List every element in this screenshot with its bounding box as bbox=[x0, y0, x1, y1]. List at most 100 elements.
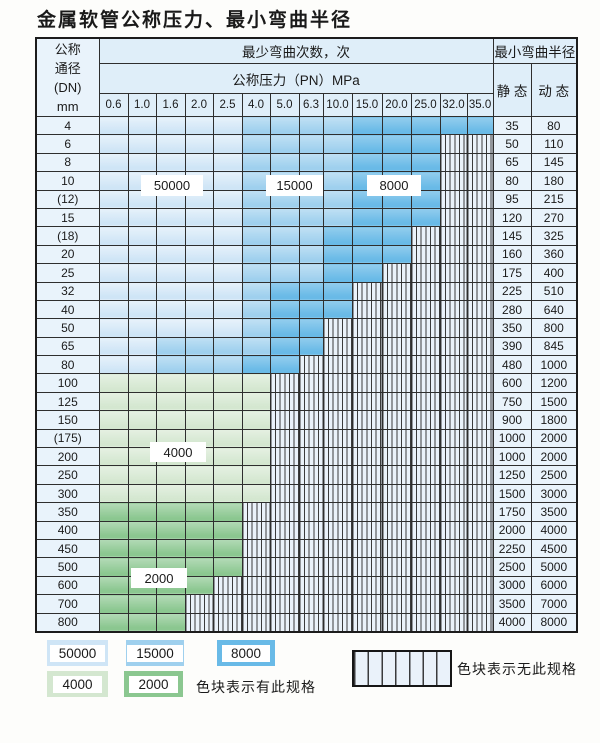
dn-cell: 32 bbox=[35, 281, 100, 301]
spec-cell-50000 bbox=[184, 226, 214, 246]
spec-cell-8000 bbox=[381, 226, 412, 246]
no-spec-cell bbox=[466, 244, 494, 265]
spec-cell-4000 bbox=[184, 373, 214, 393]
cycles-label-2000: 2000 bbox=[131, 568, 187, 588]
no-spec-cell bbox=[466, 447, 494, 467]
no-spec-cell bbox=[322, 575, 353, 596]
dynamic-radius-cell: 80 bbox=[530, 115, 578, 136]
dn-cell: 8 bbox=[35, 152, 100, 173]
spec-cell-2000 bbox=[184, 557, 214, 577]
static-radius-cell: 3500 bbox=[492, 594, 532, 614]
no-spec-cell bbox=[466, 318, 494, 338]
dn-corner-line: (DN) bbox=[54, 79, 82, 95]
radius-header: 最小弯曲半径 bbox=[492, 37, 578, 64]
spec-cell-8000 bbox=[269, 299, 300, 320]
pressure-header-cell: 35.0 bbox=[466, 93, 494, 117]
dynamic-header: 动 态 bbox=[530, 63, 578, 117]
no-spec-cell bbox=[439, 373, 468, 393]
no-spec-cell bbox=[322, 502, 353, 522]
legend-label-15000: 15000 bbox=[127, 644, 183, 662]
static-radius-cell: 160 bbox=[492, 244, 532, 265]
spec-cell-4000 bbox=[241, 483, 271, 504]
spec-cell-15000 bbox=[298, 115, 324, 136]
static-radius-cell: 225 bbox=[492, 281, 532, 301]
no-spec-cell bbox=[439, 281, 468, 301]
spec-cell-2000 bbox=[212, 502, 243, 522]
spec-cell-50000 bbox=[212, 171, 243, 191]
table-row: 125 750 1500 bbox=[35, 391, 578, 412]
spec-cell-15000 bbox=[269, 115, 300, 136]
no-spec-cell bbox=[410, 226, 441, 246]
spec-cell-50000 bbox=[98, 226, 129, 246]
dynamic-radius-cell: 3500 bbox=[530, 502, 578, 522]
no-spec-cell bbox=[439, 318, 468, 338]
static-radius-cell: 1250 bbox=[492, 465, 532, 485]
pressure-header-cell: 2.5 bbox=[212, 93, 243, 117]
spec-cell-15000 bbox=[241, 152, 271, 173]
spec-cell-2000 bbox=[127, 538, 157, 559]
no-spec-cell bbox=[381, 263, 412, 283]
spec-cell-8000 bbox=[322, 226, 353, 246]
dn-cell: 800 bbox=[35, 612, 100, 633]
dynamic-radius-cell: 180 bbox=[530, 171, 578, 191]
no-spec-cell bbox=[381, 299, 412, 320]
no-spec-cell bbox=[439, 134, 468, 154]
dn-cell: (18) bbox=[35, 226, 100, 246]
spec-cell-8000 bbox=[298, 336, 324, 357]
pressure-header-cell: 0.6 bbox=[98, 93, 129, 117]
legend-no-spec-block bbox=[352, 650, 452, 687]
no-spec-cell bbox=[381, 538, 412, 559]
spec-cell-15000 bbox=[155, 355, 186, 375]
spec-cell-15000 bbox=[241, 115, 271, 136]
spec-cell-15000 bbox=[322, 134, 353, 154]
no-spec-cell bbox=[466, 520, 494, 540]
spec-cell-8000 bbox=[269, 336, 300, 357]
pressure-values-row: 0.6 1.0 1.6 2.0 2.5 4.0 5.0 6.3 10.0 15.0 20.0 25.0… bbox=[36, 93, 577, 117]
no-spec-cell bbox=[351, 575, 383, 596]
no-spec-cell bbox=[351, 465, 383, 485]
spec-cell-50000 bbox=[127, 318, 157, 338]
static-radius-cell: 80 bbox=[492, 171, 532, 191]
spec-cell-4000 bbox=[212, 391, 243, 412]
no-spec-cell bbox=[298, 483, 324, 504]
static-radius-cell: 1500 bbox=[492, 483, 532, 504]
dn-cell: 50 bbox=[35, 318, 100, 338]
dynamic-radius-cell: 800 bbox=[530, 318, 578, 338]
static-radius-cell: 65 bbox=[492, 152, 532, 173]
dynamic-radius-cell: 6000 bbox=[530, 575, 578, 596]
spec-cell-15000 bbox=[184, 355, 214, 375]
spec-cell-8000 bbox=[241, 355, 271, 375]
dn-cell: 6 bbox=[35, 134, 100, 154]
no-spec-cell bbox=[351, 281, 383, 301]
spec-cell-2000 bbox=[98, 594, 129, 614]
no-spec-cell bbox=[381, 410, 412, 430]
spec-cell-2000 bbox=[212, 538, 243, 559]
no-spec-cell bbox=[322, 520, 353, 540]
no-spec-cell bbox=[241, 502, 271, 522]
spec-cell-4000 bbox=[155, 410, 186, 430]
pressure-header-cell: 10.0 bbox=[322, 93, 353, 117]
table-row: 200 1000 2000 bbox=[35, 447, 578, 467]
static-radius-cell: 35 bbox=[492, 115, 532, 136]
spec-cell-4000 bbox=[98, 391, 129, 412]
spec-cell-50000 bbox=[155, 152, 186, 173]
no-spec-cell bbox=[439, 207, 468, 228]
spec-cell-8000 bbox=[322, 244, 353, 265]
spec-cell-8000 bbox=[466, 115, 494, 136]
spec-cell-8000 bbox=[351, 134, 383, 154]
no-spec-cell bbox=[241, 557, 271, 577]
no-spec-cell bbox=[322, 355, 353, 375]
cycles-label-15000: 15000 bbox=[266, 175, 323, 196]
spec-cell-15000 bbox=[212, 355, 243, 375]
spec-cell-50000 bbox=[184, 152, 214, 173]
no-spec-cell bbox=[381, 594, 412, 614]
dn-cell: (12) bbox=[35, 189, 100, 209]
no-spec-cell bbox=[381, 447, 412, 467]
no-spec-cell bbox=[241, 612, 271, 633]
no-spec-cell bbox=[466, 355, 494, 375]
spec-cell-4000 bbox=[212, 373, 243, 393]
table-row: 250 1250 2500 bbox=[35, 465, 578, 485]
no-spec-cell bbox=[410, 299, 441, 320]
legend-no-spec-text: 色块表示无此规格 bbox=[457, 661, 577, 677]
no-spec-cell bbox=[351, 428, 383, 449]
